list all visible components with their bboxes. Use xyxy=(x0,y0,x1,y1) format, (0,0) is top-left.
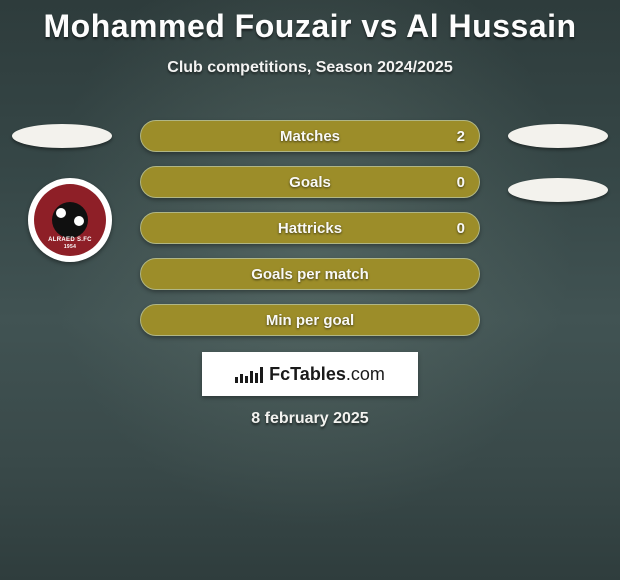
stat-bar-label: Matches xyxy=(141,121,479,151)
stat-bar: Hattricks0 xyxy=(140,212,480,244)
stats-bars: Matches2Goals0Hattricks0Goals per matchM… xyxy=(140,120,480,350)
player-left-plate xyxy=(12,124,112,148)
stat-bar-value: 2 xyxy=(457,121,465,151)
logo-suffix: .com xyxy=(346,364,385,384)
stat-bar: Goals0 xyxy=(140,166,480,198)
stat-bar-label: Goals per match xyxy=(141,259,479,289)
stat-bar-value: 0 xyxy=(457,167,465,197)
date-text: 8 february 2025 xyxy=(0,410,620,428)
logo-brand: FcTables xyxy=(269,364,346,384)
stat-bar-label: Min per goal xyxy=(141,305,479,335)
stat-bar: Min per goal xyxy=(140,304,480,336)
stat-bar: Matches2 xyxy=(140,120,480,152)
fctables-logo: FcTables.com xyxy=(202,352,418,396)
stat-bar-label: Hattricks xyxy=(141,213,479,243)
player-right-plate-2 xyxy=(508,178,608,202)
badge-text: ALRAED S.FC 1954 xyxy=(34,237,106,250)
soccer-ball-icon xyxy=(52,202,88,238)
stat-bar-value: 0 xyxy=(457,213,465,243)
bar-chart-icon xyxy=(235,365,263,383)
stat-bar-label: Goals xyxy=(141,167,479,197)
page-title: Mohammed Fouzair vs Al Hussain xyxy=(0,0,620,45)
subtitle: Club competitions, Season 2024/2025 xyxy=(0,59,620,77)
club-badge: ALRAED S.FC 1954 xyxy=(28,178,112,262)
stat-bar: Goals per match xyxy=(140,258,480,290)
player-right-plate-1 xyxy=(508,124,608,148)
